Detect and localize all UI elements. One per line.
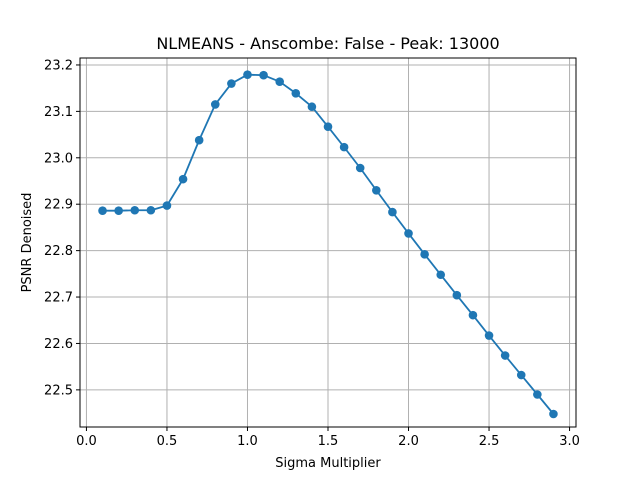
axes-frame <box>79 57 577 428</box>
data-point <box>162 201 172 210</box>
x-tick-label: 1.5 <box>318 434 339 449</box>
data-point <box>468 310 478 320</box>
y-axis-label: PSNR Denoised <box>20 193 35 293</box>
data-point <box>549 409 558 419</box>
data-point <box>452 290 462 300</box>
data-point <box>146 205 156 215</box>
y-tick-label: 23.2 <box>44 58 73 73</box>
data-point <box>243 70 252 80</box>
y-tick-label: 22.9 <box>44 198 73 213</box>
y-tick-label: 22.5 <box>44 383 73 398</box>
data-point <box>500 351 510 360</box>
data-point <box>388 207 397 217</box>
data-point <box>275 77 284 86</box>
data-point <box>323 122 333 131</box>
data-point <box>291 88 301 98</box>
x-tick-label: 0.5 <box>157 434 178 449</box>
ticks: 0.0 0.5 1.0 1.5 2.0 2.5 3.0 22.5 22.6 22.7 22.8 22.… <box>44 58 580 449</box>
x-tick-label: 3.0 <box>559 434 580 449</box>
y-tick-label: 22.6 <box>44 337 73 352</box>
data-point <box>420 250 429 259</box>
data-point <box>484 331 494 340</box>
y-tick-label: 23.0 <box>44 151 73 166</box>
data-point <box>194 135 204 145</box>
data-point <box>355 163 365 173</box>
data-point <box>372 185 381 195</box>
data-point <box>178 174 188 184</box>
grid <box>80 58 576 427</box>
data-point <box>533 390 542 399</box>
data-point <box>227 79 236 88</box>
data-point <box>210 100 220 109</box>
data-point <box>307 102 317 112</box>
y-tick-label: 22.7 <box>44 291 73 306</box>
data-point <box>404 229 413 238</box>
plot-area <box>98 70 558 419</box>
data-point <box>516 370 526 380</box>
x-tick-label: 0.0 <box>76 434 97 449</box>
data-point <box>259 70 268 80</box>
x-axis-label: Sigma Multiplier <box>275 456 381 471</box>
x-tick-label: 1.0 <box>237 434 258 449</box>
data-point <box>339 142 349 152</box>
data-point <box>436 270 446 280</box>
x-tick-label: 2.0 <box>398 434 419 449</box>
x-tick-label: 2.5 <box>479 434 500 449</box>
data-point <box>130 205 140 215</box>
data-point <box>98 206 107 216</box>
chart-title: NLMEANS - Anscombe: False - Peak: 13000 <box>156 34 499 53</box>
data-point <box>114 206 123 216</box>
y-tick-label: 23.1 <box>44 105 73 120</box>
y-tick-label: 22.8 <box>44 244 73 259</box>
